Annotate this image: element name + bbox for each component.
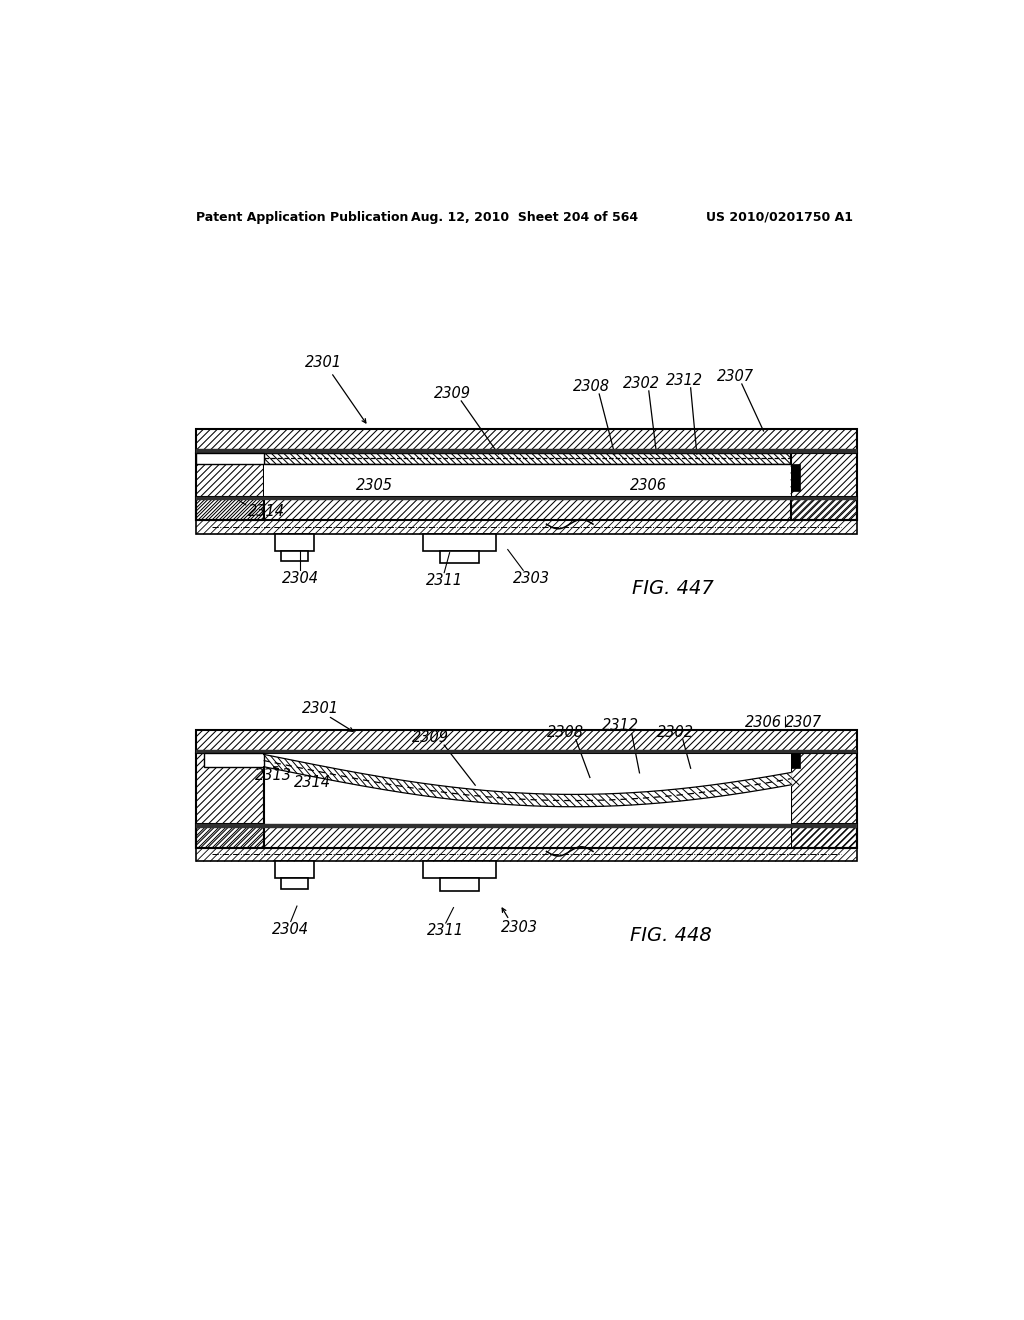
Bar [439, 878, 479, 891]
Text: 2308: 2308 [573, 379, 610, 393]
Text: 2314: 2314 [248, 503, 285, 519]
Bar [197, 520, 856, 535]
Bar [197, 750, 856, 752]
Text: 2306: 2306 [631, 478, 668, 494]
Text: FIG. 447: FIG. 447 [632, 578, 714, 598]
Bar [204, 752, 263, 767]
Text: 2312: 2312 [602, 718, 639, 734]
Text: 2302: 2302 [656, 725, 693, 739]
Text: 2313: 2313 [255, 768, 292, 784]
Text: 2302: 2302 [623, 376, 659, 391]
Bar [282, 878, 308, 890]
Text: 2307: 2307 [785, 714, 822, 730]
Bar [197, 453, 263, 465]
Bar [275, 862, 314, 878]
Bar [197, 730, 856, 752]
Bar [263, 465, 791, 498]
Text: 2311: 2311 [426, 573, 463, 587]
Text: 2306: 2306 [745, 714, 782, 730]
Bar [197, 498, 856, 520]
Text: 2303: 2303 [501, 920, 538, 935]
Bar [197, 498, 856, 500]
Bar [423, 862, 496, 878]
Bar [263, 752, 791, 847]
Text: 2303: 2303 [512, 570, 550, 586]
Bar [197, 825, 856, 847]
Text: Patent Application Publication: Patent Application Publication [197, 211, 409, 224]
Bar [197, 453, 263, 520]
Bar [282, 552, 308, 561]
Bar [439, 552, 479, 564]
Text: Aug. 12, 2010  Sheet 204 of 564: Aug. 12, 2010 Sheet 204 of 564 [412, 211, 638, 224]
Bar [197, 453, 263, 465]
Bar [204, 752, 263, 767]
Text: 2301: 2301 [302, 701, 339, 715]
Text: FIG. 448: FIG. 448 [630, 925, 712, 945]
Text: 2309: 2309 [433, 385, 470, 401]
Bar [791, 752, 800, 768]
Bar [791, 465, 800, 491]
Text: 2314: 2314 [294, 775, 331, 789]
Text: 2301: 2301 [305, 355, 342, 370]
Text: 2309: 2309 [412, 730, 449, 744]
Text: 2304: 2304 [272, 921, 309, 937]
Bar [197, 825, 856, 828]
Text: 2308: 2308 [547, 725, 584, 739]
Bar [791, 453, 856, 520]
Bar [197, 450, 856, 453]
Bar [791, 752, 856, 847]
Bar [197, 429, 856, 453]
Text: 2311: 2311 [427, 923, 464, 939]
Text: 2312: 2312 [666, 372, 702, 388]
Text: 2305: 2305 [356, 478, 393, 494]
Text: 2304: 2304 [282, 570, 318, 586]
Bar [423, 535, 496, 552]
Text: 2307: 2307 [717, 368, 754, 384]
Bar [197, 847, 856, 862]
Bar [275, 535, 314, 552]
Text: US 2010/0201750 A1: US 2010/0201750 A1 [707, 211, 853, 224]
Bar [197, 752, 263, 847]
